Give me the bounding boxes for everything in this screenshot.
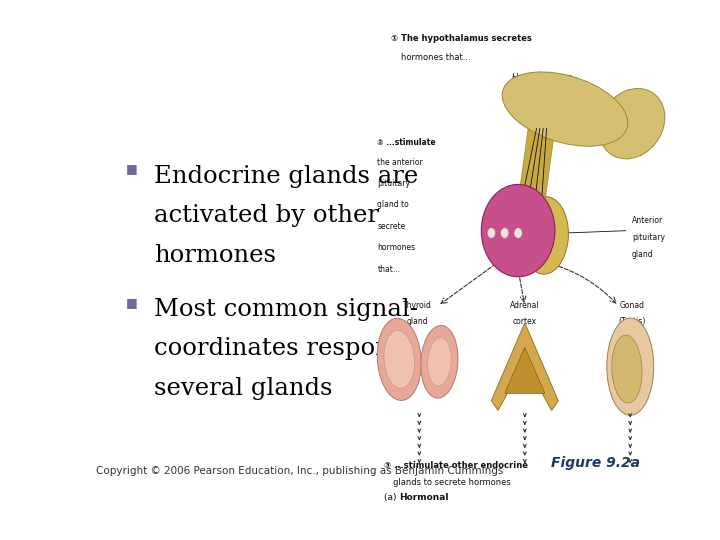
Ellipse shape [487, 228, 495, 238]
Text: hormones: hormones [154, 244, 276, 267]
Text: Hypothalamus: Hypothalamus [511, 72, 572, 82]
Ellipse shape [514, 228, 522, 238]
Text: (a): (a) [384, 493, 400, 502]
Ellipse shape [421, 326, 458, 398]
Text: the anterior: the anterior [377, 158, 423, 167]
Ellipse shape [428, 338, 451, 386]
Text: secrete: secrete [377, 222, 406, 231]
Text: ■: ■ [126, 163, 138, 176]
Text: pituitary: pituitary [632, 233, 665, 242]
Text: several glands: several glands [154, 377, 333, 400]
Polygon shape [518, 129, 555, 201]
Ellipse shape [500, 228, 509, 238]
Text: (Testis): (Testis) [618, 316, 646, 326]
Text: Copyright © 2006 Pearson Education, Inc., publishing as Benjamin Cummings: Copyright © 2006 Pearson Education, Inc.… [96, 465, 503, 476]
Ellipse shape [599, 89, 665, 159]
Text: hormones: hormones [377, 243, 415, 252]
Text: pituitary: pituitary [377, 179, 410, 188]
Text: coordinates response of: coordinates response of [154, 337, 449, 360]
Text: glands to secrete hormones: glands to secrete hormones [392, 478, 510, 488]
Ellipse shape [607, 318, 654, 415]
Text: Gonad: Gonad [619, 301, 644, 310]
Ellipse shape [503, 72, 628, 146]
Polygon shape [505, 347, 545, 393]
Text: ② ...stimulate: ② ...stimulate [377, 138, 436, 147]
Text: that...: that... [377, 265, 400, 274]
Ellipse shape [612, 335, 642, 403]
Text: Most common signal-: Most common signal- [154, 298, 418, 321]
Text: Figure 9.2a: Figure 9.2a [551, 456, 639, 470]
Polygon shape [491, 323, 558, 410]
Text: cortex: cortex [513, 316, 537, 326]
Text: ① The hypothalamus secretes: ① The hypothalamus secretes [391, 34, 532, 43]
Ellipse shape [384, 330, 415, 388]
Text: ■: ■ [126, 295, 138, 308]
Text: gland: gland [407, 316, 428, 326]
Text: Anterior: Anterior [632, 216, 663, 225]
Text: Thyroid: Thyroid [403, 301, 432, 310]
Text: activated by other: activated by other [154, 204, 379, 227]
Text: hormones that...: hormones that... [401, 53, 471, 62]
Ellipse shape [481, 185, 555, 277]
Text: gland to: gland to [377, 200, 409, 210]
Text: Endocrine glands are: Endocrine glands are [154, 165, 418, 187]
Text: Adrenal: Adrenal [510, 301, 539, 310]
Text: Hormonal: Hormonal [400, 493, 449, 502]
Ellipse shape [521, 197, 568, 274]
Text: ③ ...stimulate other endocrine: ③ ...stimulate other endocrine [384, 461, 528, 470]
Ellipse shape [377, 318, 421, 401]
Text: gland: gland [632, 250, 654, 259]
